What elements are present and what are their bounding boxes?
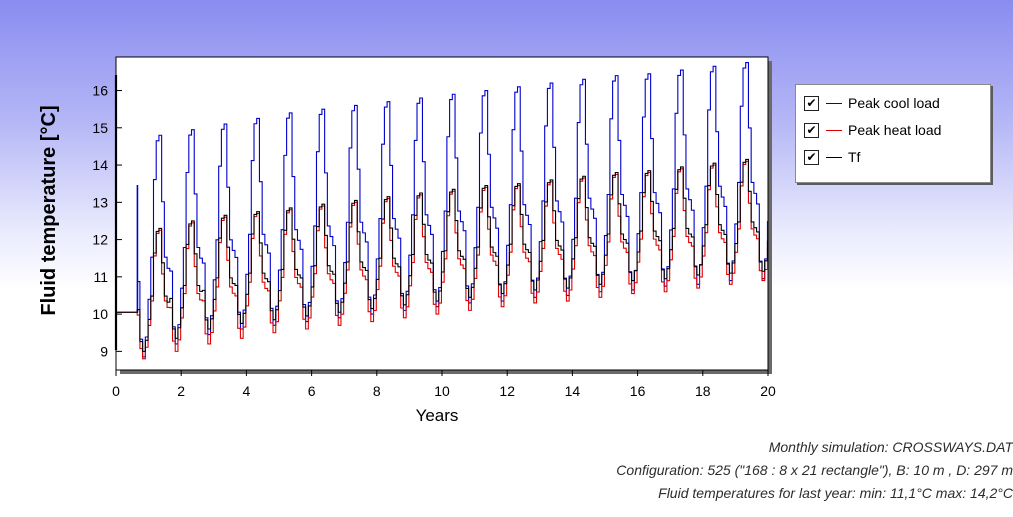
x-tick-label: 16 [630, 383, 646, 399]
x-tick-label: 14 [565, 383, 581, 399]
x-tick-label: 6 [308, 383, 316, 399]
legend-item-tf[interactable]: ✔ Tf [804, 148, 860, 166]
legend-item-peak-cool-load[interactable]: ✔ Peak cool load [804, 94, 940, 112]
x-tick-label: 18 [695, 383, 711, 399]
legend-label-peak-cool-load: Peak cool load [848, 95, 940, 111]
x-tick-label: 8 [373, 383, 381, 399]
y-tick-label: 16 [92, 83, 108, 99]
series-line-peak-cool-load [116, 62, 769, 358]
x-tick-label: 2 [177, 383, 185, 399]
series-line-tf [116, 158, 769, 352]
y-tick-label: 11 [93, 269, 108, 285]
legend-swatch-tf [826, 156, 842, 158]
x-axis-title: Years [416, 406, 459, 425]
y-tick-label: 13 [92, 194, 108, 210]
plot-area [115, 56, 769, 371]
x-tick-label: 10 [434, 383, 450, 399]
legend-swatch-peak-heat-load [826, 129, 842, 131]
legend-label-tf: Tf [848, 149, 861, 165]
x-tick-label: 12 [499, 383, 515, 399]
x-tick-label: 20 [760, 383, 776, 399]
y-tick-label: 12 [92, 232, 108, 248]
legend-label-peak-heat-load: Peak heat load [848, 122, 942, 138]
y-tick-label: 15 [92, 120, 108, 136]
series-layer [116, 62, 769, 360]
legend-box: ✔ Peak cool load ✔ Peak heat load ✔ Tf [795, 84, 991, 183]
footer-configuration-info: Configuration: 525 ("168 : 8 x 21 rectan… [616, 462, 1013, 478]
checkbox-tf[interactable]: ✔ [804, 149, 819, 165]
y-tick-label: 14 [92, 157, 108, 173]
legend-item-peak-heat-load[interactable]: ✔ Peak heat load [804, 121, 941, 139]
y-tick-label: 10 [92, 306, 108, 322]
y-axis-title: Fluid temperature [°C] [38, 105, 60, 315]
footer-last-year-temperatures: Fluid temperatures for last year: min: 1… [658, 485, 1013, 501]
checkbox-peak-cool-load[interactable]: ✔ [804, 95, 819, 111]
y-tick-label: 9 [100, 343, 108, 359]
axes-layer: 9 10 11 12 13 14 15 16 0 2 4 6 8 10 12 14 16 18 20 Years Flu… [38, 75, 776, 425]
checkbox-peak-heat-load[interactable]: ✔ [804, 122, 819, 138]
footer-simulation-info: Monthly simulation: CROSSWAYS.DAT [768, 439, 1013, 455]
legend-swatch-peak-cool-load [826, 102, 842, 104]
plot-frame [115, 56, 772, 374]
x-tick-label: 4 [243, 383, 251, 399]
x-tick-label: 0 [112, 383, 120, 399]
series-line-peak-heat-load [116, 160, 769, 360]
